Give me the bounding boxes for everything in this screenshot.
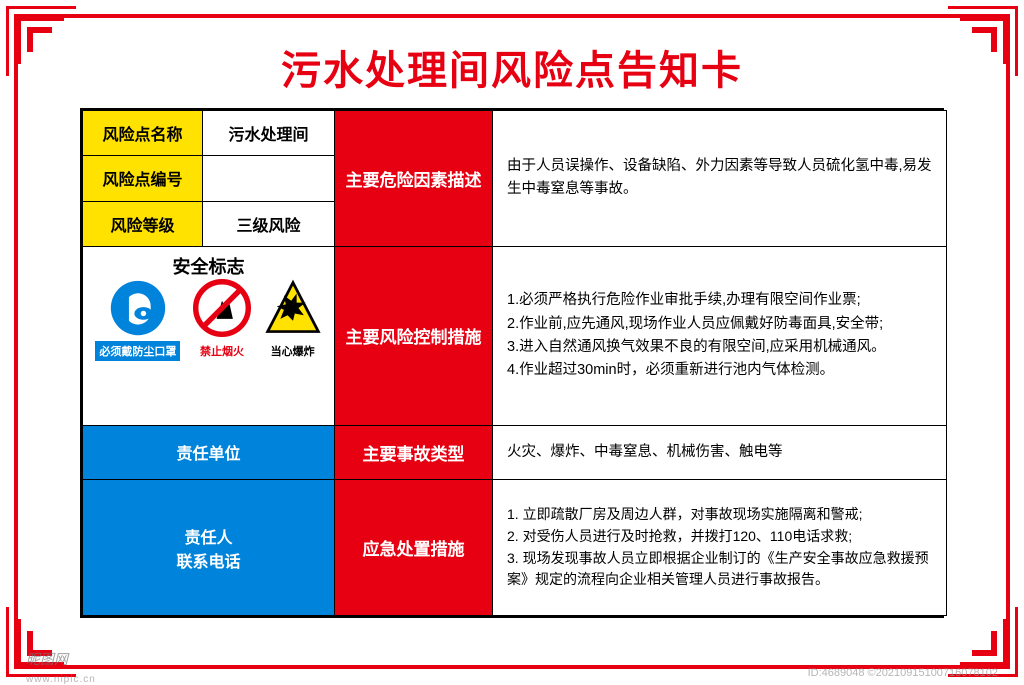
watermark-logo: 昵图网 [26,649,68,669]
safety-signs-row: 必须戴防尘口罩 禁止烟火 当心爆炸 [83,279,334,365]
nofire-icon [193,279,251,337]
text-control: 1.必须严格执行危险作业审批手续,办理有限空间作业票;2.作业前,应先通风,现场… [493,246,947,425]
sign-nofire: 禁止烟火 [193,279,251,361]
explosion-icon [264,279,322,337]
sign-explosion-label: 当心爆炸 [267,341,319,361]
label-unit: 责任单位 [83,425,335,479]
page-title: 污水处理间风险点告知卡 [0,38,1024,96]
label-control: 主要风险控制措施 [335,246,493,425]
text-accident-type: 火灾、爆炸、中毒窒息、机械伤害、触电等 [493,425,947,479]
value-risk-name: 污水处理间 [203,111,335,156]
value-risk-level: 三级风险 [203,201,335,246]
sign-nofire-label: 禁止烟火 [196,341,248,361]
sign-mask: 必须戴防尘口罩 [95,279,180,361]
label-contact: 责任人联系电话 [83,480,335,616]
text-hazard-desc: 由于人员误操作、设备缺陷、外力因素等导致人员硫化氢中毒,易发生中毒窒息等事故。 [493,111,947,247]
sign-mask-label: 必须戴防尘口罩 [95,341,180,361]
safety-signs-cell: 安全标志 必须戴防尘口罩 禁止烟火 当心爆炸 [83,246,335,425]
watermark-site: www.nipic.cn [26,674,96,685]
mask-icon [109,279,167,337]
label-risk-no: 风险点编号 [83,156,203,201]
text-emergency: 1. 立即疏散厂房及周边人群，对事故现场实施隔离和警戒;2. 对受伤人员进行及时… [493,480,947,616]
watermark-id: ID:4689048 ©20210915100716078102 [808,667,998,679]
label-emergency: 应急处置措施 [335,480,493,616]
value-risk-no [203,156,335,201]
safety-title: 安全标志 [83,247,334,279]
label-risk-level: 风险等级 [83,201,203,246]
label-risk-name: 风险点名称 [83,111,203,156]
risk-card: 风险点名称 污水处理间 主要危险因素描述 由于人员误操作、设备缺陷、外力因素等导… [80,108,944,618]
corner-ornament [938,597,1018,677]
risk-table: 风险点名称 污水处理间 主要危险因素描述 由于人员误操作、设备缺陷、外力因素等导… [82,110,947,616]
label-accident-type: 主要事故类型 [335,425,493,479]
sign-explosion: 当心爆炸 [264,279,322,361]
label-hazard-desc: 主要危险因素描述 [335,111,493,247]
